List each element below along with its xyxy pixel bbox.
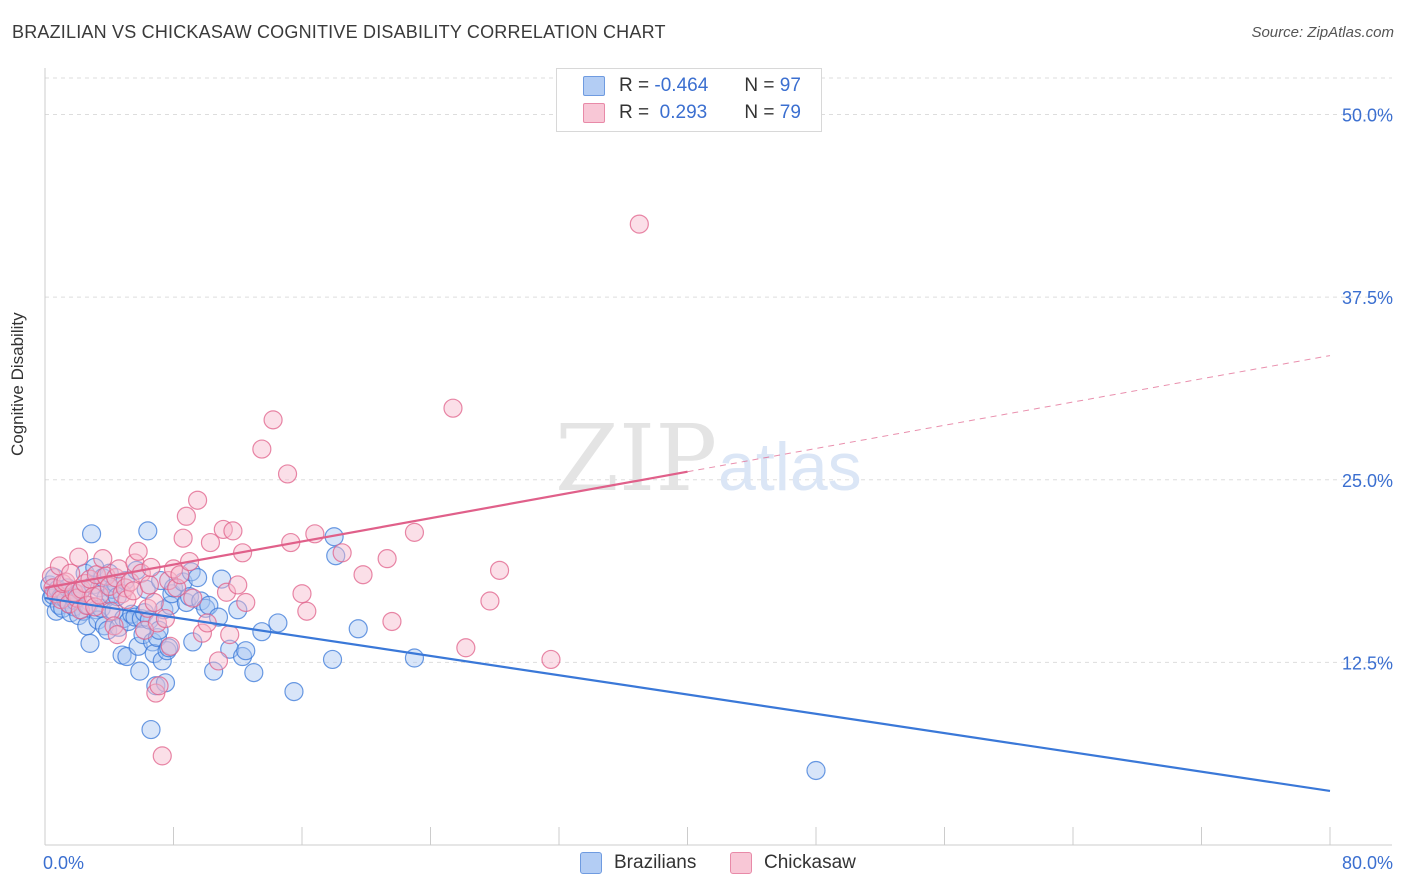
point-brazilians-94 <box>322 649 343 670</box>
trendline-chickasaw <box>44 470 688 589</box>
point-chickasaw-51 <box>170 565 190 585</box>
y-axis-label: Cognitive Disability <box>8 312 27 456</box>
point-chickasaw-65 <box>228 575 248 595</box>
y-tick-label: 50.0% <box>1342 106 1393 126</box>
point-chickasaw-73 <box>297 601 317 621</box>
point-brazilians-87 <box>228 600 248 620</box>
legend-swatch-brazilians <box>583 76 605 96</box>
point-brazilians-24 <box>80 633 100 653</box>
legend-r-value: -0.464 <box>654 75 709 96</box>
series-legend: Brazilians Chickasaw <box>0 852 1406 878</box>
point-brazilians-84 <box>208 607 229 627</box>
point-chickasaw-59 <box>200 532 221 553</box>
point-chickasaw-69 <box>263 410 283 430</box>
point-brazilians-79 <box>187 568 208 588</box>
point-chickasaw-44 <box>149 676 169 696</box>
point-brazilians-52 <box>130 661 150 681</box>
point-brazilians-90 <box>244 663 264 683</box>
chart-source: Source: ZipAtlas.com <box>1251 24 1394 41</box>
y-tick-label: 12.5% <box>1342 653 1393 673</box>
point-chickasaw-46 <box>155 608 176 629</box>
point-chickasaw-76 <box>353 565 373 585</box>
point-chickasaw-75 <box>332 543 352 563</box>
point-chickasaw-68 <box>252 439 272 459</box>
point-chickasaw-83 <box>489 560 510 580</box>
point-chickasaw-61 <box>213 519 233 540</box>
point-brazilians-97 <box>348 619 368 639</box>
point-chickasaw-11 <box>69 547 89 567</box>
point-chickasaw-70 <box>277 464 298 484</box>
point-chickasaw-77 <box>377 549 397 569</box>
point-brazilians-57 <box>138 521 158 541</box>
point-chickasaw-85 <box>629 214 649 234</box>
legend-row-brazilians: R = -0.464 N = 97 <box>583 73 801 99</box>
point-chickasaw-21 <box>93 549 113 569</box>
point-chickasaw-41 <box>144 592 164 613</box>
watermark-zip: ZIP <box>555 405 717 512</box>
point-brazilians-89 <box>236 641 256 661</box>
point-chickasaw-48 <box>160 636 180 656</box>
legend-r-label: R = <box>619 102 650 123</box>
point-brazilians-99 <box>806 760 826 781</box>
point-chickasaw-64 <box>223 521 243 541</box>
point-chickasaw-52 <box>173 528 193 548</box>
point-chickasaw-47 <box>159 570 179 591</box>
point-chickasaw-79 <box>404 522 425 542</box>
point-chickasaw-27 <box>107 625 127 645</box>
watermark-atlas: atlas <box>718 429 862 505</box>
series-swatch-chickasaw <box>730 852 752 874</box>
y-tick-label: 37.5% <box>1342 288 1393 308</box>
point-chickasaw-81 <box>456 638 476 658</box>
point-chickasaw-78 <box>382 611 402 632</box>
point-brazilians-88 <box>232 646 253 667</box>
point-brazilians-64 <box>149 620 169 640</box>
chart-title: BRAZILIAN VS CHICKASAW COGNITIVE DISABIL… <box>12 22 666 42</box>
correlation-legend: R = -0.464 N = 97 R = 0.293 N = 79 <box>556 68 822 132</box>
legend-r-label: R = <box>619 75 650 96</box>
point-chickasaw-84 <box>541 649 561 670</box>
legend-n-label: N = <box>744 102 775 123</box>
point-chickasaw-67 <box>236 592 256 613</box>
point-chickasaw-55 <box>183 588 203 608</box>
legend-swatch-chickasaw <box>583 103 605 123</box>
point-chickasaw-35 <box>128 541 148 561</box>
point-chickasaw-39 <box>139 575 160 595</box>
point-chickasaw-57 <box>192 623 213 643</box>
x-tick-label: 0.0% <box>43 853 84 873</box>
point-chickasaw-60 <box>208 651 229 671</box>
x-tick-label: 80.0% <box>1342 853 1393 873</box>
point-chickasaw-80 <box>443 398 463 418</box>
series-legend-chickasaw: Chickasaw <box>730 852 856 874</box>
point-brazilians-92 <box>268 613 288 633</box>
legend-r-value: 0.293 <box>654 102 708 123</box>
legend-n-value: 79 <box>779 102 801 123</box>
point-chickasaw-33 <box>123 581 143 601</box>
trendline-brazilians <box>44 597 1331 793</box>
point-chickasaw-53 <box>176 506 196 526</box>
legend-n-label: N = <box>744 75 775 96</box>
point-chickasaw-72 <box>292 584 312 604</box>
point-chickasaw-63 <box>220 625 240 645</box>
legend-n-value: 97 <box>779 75 801 96</box>
point-brazilians-25 <box>81 524 102 544</box>
point-chickasaw-62 <box>216 582 237 602</box>
legend-row-chickasaw: R = 0.293 N = 79 <box>583 100 801 126</box>
point-chickasaw-56 <box>187 490 208 510</box>
y-tick-label: 25.0% <box>1342 471 1393 491</box>
series-swatch-brazilians <box>580 852 602 874</box>
series-legend-brazilians: Brazilians <box>580 852 696 874</box>
point-brazilians-93 <box>284 681 304 702</box>
point-chickasaw-45 <box>152 746 172 766</box>
point-chickasaw-82 <box>480 591 500 611</box>
point-brazilians-83 <box>204 661 224 681</box>
point-brazilians-59 <box>141 719 161 740</box>
trendline-extension-chickasaw <box>687 355 1331 473</box>
series-label-chickasaw: Chickasaw <box>764 852 856 873</box>
series-label-brazilians: Brazilians <box>614 852 697 873</box>
